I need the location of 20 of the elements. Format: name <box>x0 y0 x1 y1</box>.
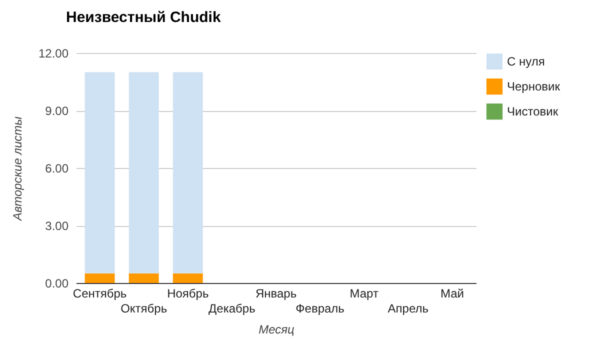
y-tick-label: 3.00 <box>45 219 69 233</box>
x-tick-label: Май <box>440 286 464 300</box>
legend-label: Чистовик <box>507 104 559 118</box>
x-tick-label: Ноябрь <box>167 286 209 300</box>
x-tick-label: Декабрь <box>208 302 256 316</box>
x-tick-label: Январь <box>255 286 297 300</box>
x-tick-label: Сентябрь <box>72 286 127 300</box>
legend-label: Черновик <box>507 80 561 94</box>
x-tick-label: Апрель <box>388 302 429 316</box>
y-tick-label: 12.00 <box>38 46 69 60</box>
y-tick-label: 6.00 <box>45 162 69 176</box>
y-tick-label: 0.00 <box>45 276 69 290</box>
x-axis-title: Месяц <box>258 322 295 336</box>
x-tick-label: Февраль <box>296 302 344 316</box>
y-axis-title: Авторские листы <box>10 116 24 222</box>
x-tick-label: Октябрь <box>120 302 168 316</box>
y-tick-label: 9.00 <box>45 104 69 118</box>
legend-label: С нуля <box>507 54 545 68</box>
x-tick-label: Март <box>350 286 379 300</box>
chart-title: Неизвестный Chudik <box>66 9 222 26</box>
